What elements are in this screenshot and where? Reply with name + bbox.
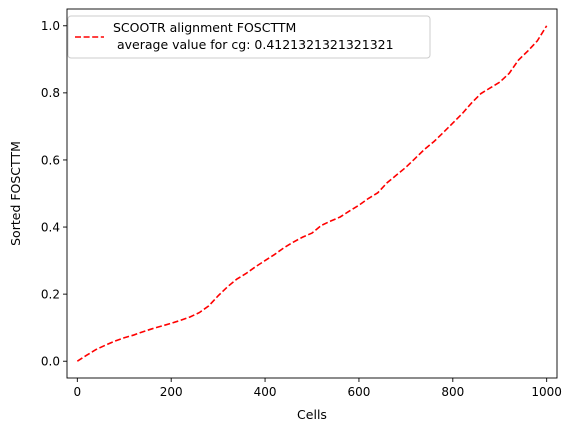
x-axis-label: Cells <box>297 407 327 422</box>
x-tick-label: 0 <box>74 385 82 399</box>
plot-area <box>66 8 558 379</box>
x-tick-label: 800 <box>441 385 464 399</box>
legend-entry-average: average value for cg: 0.4121321321321321 <box>113 37 394 52</box>
y-tick-label: 0.2 <box>41 287 60 301</box>
x-tick-label: 200 <box>160 385 183 399</box>
legend: SCOOTR alignment FOSCTTM average value f… <box>67 15 431 59</box>
y-tick-label: 0.0 <box>41 355 60 369</box>
legend-entry-title: SCOOTR alignment FOSCTTM <box>113 20 296 35</box>
y-tick-label: 0.6 <box>41 153 60 167</box>
x-axis: 0 200 400 600 800 1000 <box>74 378 562 399</box>
x-tick-label: 400 <box>254 385 277 399</box>
x-tick-label: 600 <box>347 385 370 399</box>
legend-box <box>67 15 431 59</box>
y-tick-label: 1.0 <box>41 19 60 33</box>
y-axis-label: Sorted FOSCTTM <box>8 141 23 246</box>
series-line-scootr-fosc <box>76 25 548 362</box>
x-tick-label: 1000 <box>531 385 562 399</box>
y-axis: 0.0 0.2 0.4 0.6 0.8 1.0 <box>41 19 67 369</box>
y-tick-label: 0.4 <box>41 220 60 234</box>
y-tick-label: 0.8 <box>41 86 60 100</box>
